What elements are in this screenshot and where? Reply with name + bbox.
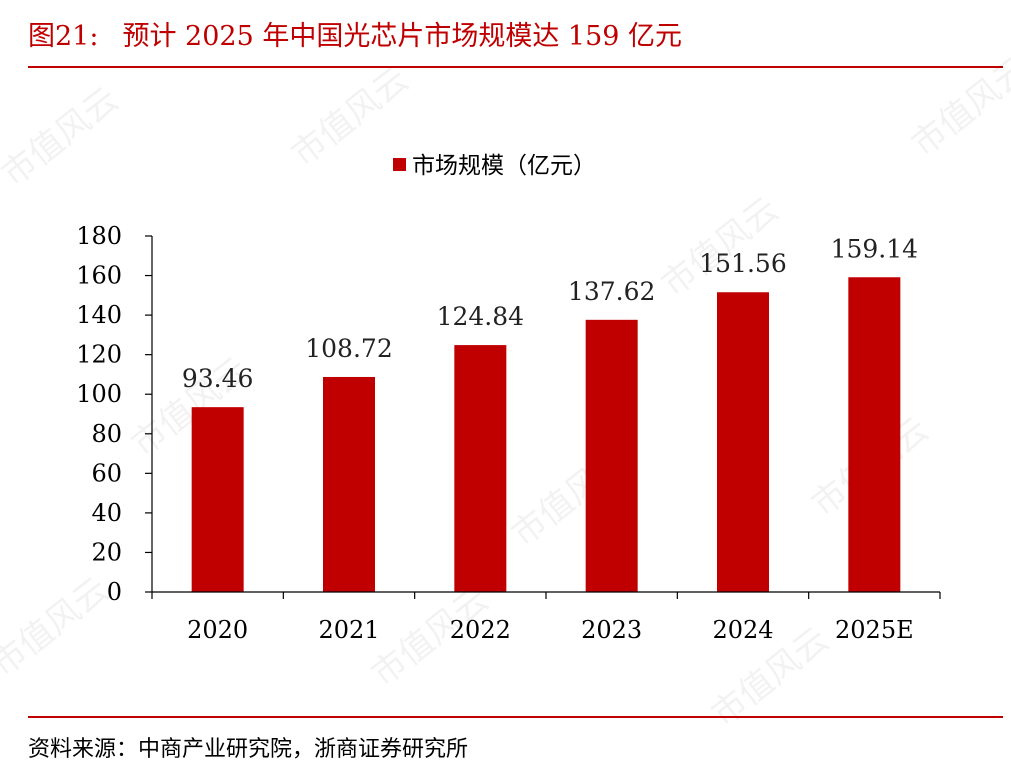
source-rule [28,716,1003,718]
bar-2021 [323,376,375,592]
chart-legend: 市场规模（亿元） [393,153,596,179]
bar-2022 [454,345,507,592]
bars [191,277,901,592]
bar-2020 [191,407,244,592]
figure-number: 图21: [28,21,99,52]
y-tick-label: 180 [76,222,122,250]
data-label-2025E: 159.14 [831,234,918,263]
title-rule [28,66,1003,68]
bar-chart: 市场规模（亿元） 0 20 40 60 80 100 120 140 160 180 93.46 1… [76,153,941,644]
figure-title: 图21: 预计 2025 年中国光芯片市场规模达 159 亿元 [28,14,682,53]
x-tick-label-2024: 2024 [712,616,773,644]
x-tick-label-2022: 2022 [450,616,511,644]
data-label-2021: 108.72 [305,334,392,363]
x-tick-label-2020: 2020 [187,616,248,644]
bar-2025E [848,277,901,592]
source-note: 资料来源：中商产业研究院，浙商证券研究所 [28,737,469,762]
y-tick-label: 40 [91,499,122,527]
y-tick-label: 80 [91,420,122,448]
x-tick-label-2021: 2021 [318,616,379,644]
bar-2023 [585,319,638,592]
y-tick-label: 160 [76,262,122,290]
y-tick-label: 100 [76,380,122,408]
data-label-2023: 137.62 [568,277,655,306]
y-tick-label: 0 [107,578,122,606]
figure-title-text: 预计 2025 年中国光芯片市场规模达 159 亿元 [122,21,683,52]
x-axis: 2020 2021 2022 2023 2024 2025E [151,591,941,644]
bar-2024 [717,292,769,592]
y-tick-label: 120 [76,341,122,369]
data-label-2024: 151.56 [699,249,786,278]
y-axis: 0 20 40 60 80 100 120 140 160 180 [76,222,153,606]
data-labels: 93.46 108.72 124.84 137.62 151.56 159.14 [182,234,918,393]
y-tick-label: 60 [91,459,122,487]
y-tick-label: 20 [91,538,122,566]
data-label-2022: 124.84 [437,302,524,331]
x-tick-label-2023: 2023 [581,616,642,644]
x-tick-label-2025E: 2025E [835,616,914,644]
legend-swatch [393,158,406,171]
y-tick-label: 140 [76,301,122,329]
legend-label: 市场规模（亿元） [412,153,596,179]
data-label-2020: 93.46 [182,364,254,393]
